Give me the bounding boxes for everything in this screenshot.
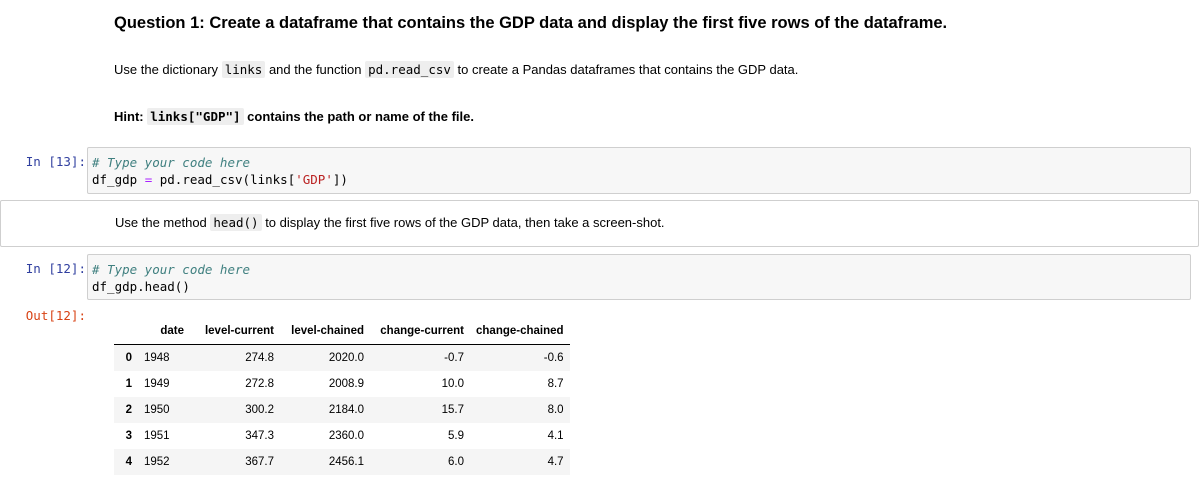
cell-change-chained: 4.1 <box>547 430 564 442</box>
table-row: 2 1950 300.2 2184.0 15.7 8.0 <box>114 397 570 423</box>
row-index: 2 <box>125 404 132 416</box>
cell-level-current: 300.2 <box>245 404 274 416</box>
cell-change-current: 15.7 <box>441 404 464 416</box>
column-header-level-chained: level-chained <box>280 320 370 345</box>
cell-date: 1948 <box>144 352 170 364</box>
table-row: 1 1949 272.8 2008.9 10.0 8.7 <box>114 371 570 397</box>
code-line-1: # Type your code here <box>92 261 1186 278</box>
cell-change-chained: -0.6 <box>543 352 564 364</box>
markdown-cell-head-instruction[interactable]: Use the method head() to display the fir… <box>0 200 1199 247</box>
hint-paragraph: Hint: links["GDP"] contains the path or … <box>114 108 474 125</box>
cell-level-chained: 2360.0 <box>328 430 364 442</box>
cell-level-chained: 2008.9 <box>328 378 364 390</box>
hint-text: contains the path or name of the file. <box>247 109 474 124</box>
column-header-level-current: level-current <box>190 320 280 345</box>
instruction-text-suffix: to create a Pandas dataframes that conta… <box>457 62 799 77</box>
cell-change-current: 10.0 <box>441 378 464 390</box>
head-instruction-paragraph: Use the method head() to display the fir… <box>115 214 665 231</box>
code-call: df_gdp.head <box>92 279 175 294</box>
question-heading: Question 1: Create a dataframe that cont… <box>114 14 948 32</box>
code-comment: # Type your code here <box>92 155 251 170</box>
code-paren-close: ]) <box>332 172 348 187</box>
cell-level-chained: 2184.0 <box>328 404 364 416</box>
code-line-1: # Type your code here <box>92 154 1186 171</box>
table-header-row: date level-current level-chained change-… <box>114 320 570 345</box>
inline-code-links: links <box>221 61 266 78</box>
code-input-cell-13[interactable]: # Type your code here df_gdp = pd.read_c… <box>87 147 1191 194</box>
code-var: df_gdp <box>92 172 138 187</box>
table-row: 4 1952 367.7 2456.1 6.0 4.7 <box>114 449 570 475</box>
cell-change-current: -0.7 <box>444 352 464 364</box>
code-arg: links[ <box>250 172 296 187</box>
cell-level-chained: 2020.0 <box>328 352 364 364</box>
head-text-prefix: Use the method <box>115 215 207 230</box>
cell-change-chained: 8.7 <box>547 378 564 390</box>
column-header-date: date <box>138 320 190 345</box>
cell-change-chained: 4.7 <box>547 456 564 468</box>
code-string: 'GDP' <box>295 172 333 187</box>
input-prompt-12: In [12]: <box>25 261 86 276</box>
code-paren-open: ( <box>242 172 251 187</box>
hint-label: Hint: <box>114 109 144 124</box>
cell-change-current: 5.9 <box>448 430 464 442</box>
row-index: 4 <box>125 456 132 468</box>
table-row: 3 1951 347.3 2360.0 5.9 4.1 <box>114 423 570 449</box>
code-parens: () <box>174 279 190 294</box>
cell-date: 1950 <box>144 404 170 416</box>
code-input-cell-12[interactable]: # Type your code here df_gdp.head() <box>87 254 1191 300</box>
code-line-2: df_gdp = pd.read_csv(links['GDP']) <box>92 171 1186 188</box>
instruction-paragraph: Use the dictionary links and the functio… <box>114 61 799 78</box>
code-call: pd.read_csv <box>159 172 243 187</box>
instruction-text-mid: and the function <box>268 62 362 77</box>
cell-date: 1951 <box>144 430 170 442</box>
cell-level-current: 347.3 <box>245 430 274 442</box>
cell-level-current: 272.8 <box>245 378 274 390</box>
code-comment: # Type your code here <box>92 262 251 277</box>
inline-code-links-gdp: links["GDP"] <box>147 108 244 125</box>
column-header-change-current: change-current <box>370 320 470 345</box>
inline-code-read-csv: pd.read_csv <box>365 61 454 78</box>
inline-code-head: head() <box>210 214 262 231</box>
head-text-suffix: to display the first five rows of the GD… <box>265 215 665 230</box>
cell-change-current: 6.0 <box>448 456 464 468</box>
cell-level-current: 367.7 <box>245 456 274 468</box>
cell-level-current: 274.8 <box>245 352 274 364</box>
cell-date: 1952 <box>144 456 170 468</box>
column-header-change-chained: change-chained <box>470 320 570 345</box>
input-prompt-13: In [13]: <box>25 154 86 169</box>
code-assign-op: = <box>144 172 153 187</box>
table-row: 0 1948 274.8 2020.0 -0.7 -0.6 <box>114 344 570 371</box>
cell-level-chained: 2456.1 <box>328 456 364 468</box>
instruction-text-prefix: Use the dictionary <box>114 62 219 77</box>
index-header <box>114 320 138 345</box>
output-prompt-12: Out[12]: <box>25 308 86 323</box>
row-index: 3 <box>125 430 132 442</box>
cell-date: 1949 <box>144 378 170 390</box>
dataframe-output-table: date level-current level-chained change-… <box>114 320 570 475</box>
code-line-2: df_gdp.head() <box>92 278 1186 295</box>
cell-change-chained: 8.0 <box>547 404 564 416</box>
row-index: 1 <box>125 378 132 390</box>
row-index: 0 <box>125 352 132 364</box>
